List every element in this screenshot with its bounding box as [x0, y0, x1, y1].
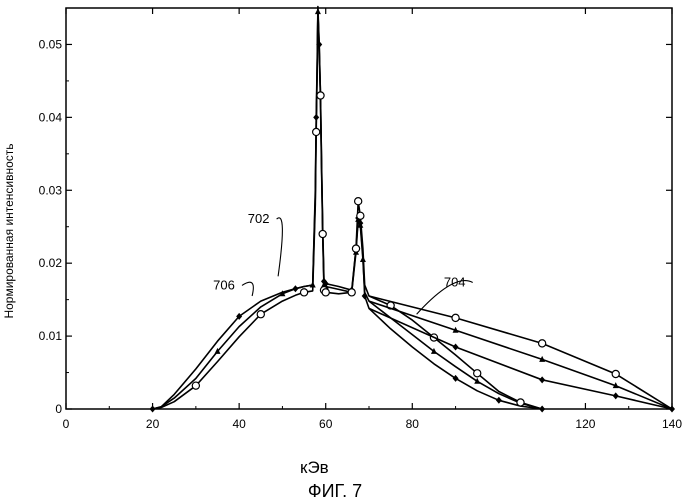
data-point-circle: [313, 128, 320, 135]
series-diamond: [150, 7, 675, 413]
annotation-label-702: 702: [248, 211, 270, 226]
data-point-circle: [257, 311, 264, 318]
annotation-leader-706: [242, 282, 253, 296]
y-tick-label: 0.03: [39, 183, 63, 197]
data-point-diamond: [453, 344, 459, 351]
data-point-circle: [192, 382, 199, 389]
data-point-diamond: [539, 376, 545, 383]
y-tick-label: 0.05: [39, 37, 63, 51]
data-point-diamond: [496, 397, 502, 404]
data-point-circle: [452, 314, 459, 321]
y-tick-label: 0: [55, 402, 62, 416]
x-axis-ticks: 0 20 40 60 80 120 140: [63, 8, 683, 431]
x-tick-label: 0: [63, 417, 70, 431]
data-point-circle: [517, 399, 524, 406]
data-point-circle: [352, 245, 359, 252]
data-point-diamond: [453, 375, 459, 382]
series-tail-line: [369, 301, 672, 409]
y-axis-title: Нормированная интенсивность: [2, 143, 16, 318]
data-point-circle: [322, 289, 329, 296]
data-point-circle: [539, 340, 546, 347]
y-tick-label: 0.02: [39, 256, 63, 270]
data-point-circle: [317, 92, 324, 99]
series-tail-triangle: [369, 301, 672, 409]
x-tick-label: 120: [575, 417, 595, 431]
data-point-circle: [300, 289, 307, 296]
figure-caption: ФИГ. 7: [308, 481, 362, 500]
annotations-layer: 702706704: [213, 211, 473, 314]
data-point-circle: [348, 289, 355, 296]
y-tick-label: 0.04: [39, 110, 63, 124]
plot-area-border: [66, 8, 672, 409]
series-tail-diamond: [369, 308, 672, 409]
x-tick-label: 20: [146, 417, 160, 431]
data-point-circle: [357, 212, 364, 219]
y-tick-label: 0.01: [39, 329, 63, 343]
series-tail-line: [369, 308, 672, 409]
data-point-circle: [474, 370, 481, 377]
data-point-circle: [355, 198, 362, 205]
annotation-label-706: 706: [213, 277, 235, 292]
x-axis-title: кЭв: [300, 458, 329, 477]
series-line: [153, 7, 542, 410]
annotation-leader-702: [277, 218, 283, 277]
series-layer: [150, 7, 675, 413]
plot-frame: [66, 8, 672, 409]
x-tick-label: 80: [406, 417, 420, 431]
data-point-diamond: [613, 392, 619, 399]
x-tick-label: 60: [319, 417, 333, 431]
x-tick-label: 140: [662, 417, 682, 431]
y-axis-ticks: 0 0.01 0.02 0.03 0.04 0.05: [39, 37, 672, 416]
data-point-circle: [319, 230, 326, 237]
data-point-circle: [612, 370, 619, 377]
x-tick-label: 40: [232, 417, 246, 431]
